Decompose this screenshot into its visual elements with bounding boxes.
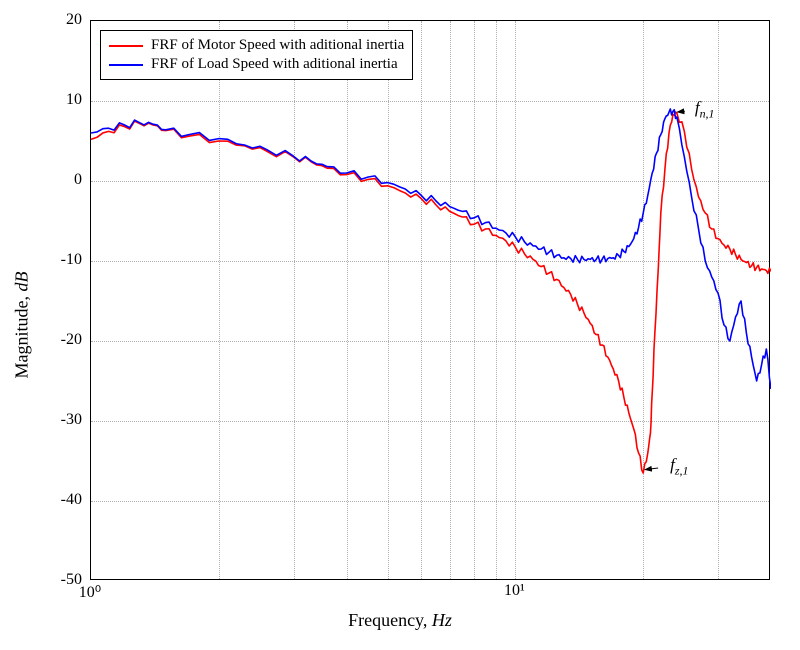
annotation-label: fn,1: [695, 98, 715, 121]
legend-swatch: [109, 45, 143, 47]
legend-label: FRF of Load Speed with aditional inertia: [151, 56, 398, 73]
ylabel-text: Magnitude,: [12, 292, 32, 379]
legend-swatch: [109, 64, 143, 66]
xtick-label: 10⁰: [79, 582, 101, 602]
annotation-label: fz,1: [670, 455, 688, 478]
series-load: [91, 109, 771, 389]
ytick-label: -10: [61, 251, 82, 269]
legend-row: FRF of Motor Speed with aditional inerti…: [109, 36, 404, 55]
legend-label: FRF of Motor Speed with aditional inerti…: [151, 37, 404, 54]
ytick-label: -40: [61, 491, 82, 509]
legend: FRF of Motor Speed with aditional inerti…: [100, 30, 413, 80]
legend-row: FRF of Load Speed with aditional inertia: [109, 55, 404, 74]
xlabel-unit: Hz: [432, 610, 452, 630]
ytick-label: 20: [66, 11, 82, 29]
xlabel-text: Frequency,: [348, 610, 432, 630]
ytick-label: 0: [74, 171, 82, 189]
annotation-sub: z,1: [675, 463, 689, 477]
xlabel: Frequency, Hz: [348, 610, 452, 631]
ytick-label: -30: [61, 411, 82, 429]
ylabel-unit: dB: [12, 272, 32, 292]
ylabel: Magnitude, dB: [12, 272, 33, 379]
series-motor: [91, 112, 771, 473]
ytick-label: -20: [61, 331, 82, 349]
annotation-sub: n,1: [700, 107, 715, 121]
plot-area: [90, 20, 770, 580]
data-svg: [91, 21, 769, 579]
ytick-label: 10: [66, 91, 82, 109]
xtick-label: 10¹: [504, 582, 525, 600]
